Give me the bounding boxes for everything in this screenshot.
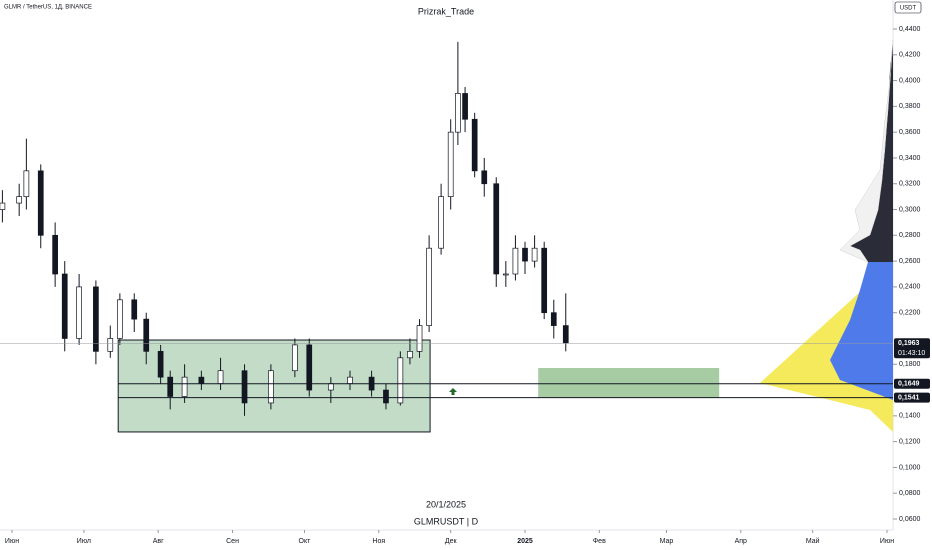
candle-body [167, 376, 174, 397]
y-tick-label: 0,1200 [899, 438, 921, 445]
chart-title: Prizrak_Trade [418, 6, 474, 16]
x-tick-label: Дек [445, 538, 458, 545]
candle-body [52, 234, 58, 275]
candle-body [327, 383, 334, 391]
candle-body [268, 370, 274, 404]
price-label: 0,1649 [898, 381, 920, 388]
x-tick-label: Июн [880, 538, 894, 545]
candle-body [481, 170, 488, 185]
y-tick-label: 0,4000 [899, 77, 921, 84]
candle-body [562, 325, 569, 344]
candle-body [531, 247, 538, 262]
y-tick-label: 0,4400 [899, 26, 921, 33]
x-tick-label: Май [806, 537, 820, 545]
candle-body [143, 318, 150, 352]
x-tick-label: Июл [77, 538, 91, 545]
candle-body [383, 389, 389, 404]
candle-body [241, 370, 248, 404]
candle-body [462, 93, 468, 120]
symbol: GLMR / TetherUS, 1Д, BINANCE [4, 5, 92, 11]
y-tick-label: 0,3200 [899, 181, 921, 188]
countdown: 01:43:10 [898, 350, 925, 357]
candle-body [407, 351, 413, 359]
candle-body [471, 118, 478, 172]
candle-body [493, 183, 500, 275]
zone-box [538, 368, 720, 399]
candle-body [93, 286, 99, 352]
x-tick-label: Мар [660, 538, 674, 545]
y-tick-label: 0,0800 [899, 490, 921, 497]
y-tick-label: 0,1000 [899, 464, 921, 471]
candle-body [455, 93, 461, 133]
candle-body [181, 376, 188, 397]
y-tick-label: 0,2800 [899, 232, 921, 239]
date-label: 20/1/2025 [426, 499, 466, 509]
y-tick-label: 0,2400 [899, 284, 921, 291]
candle-body [502, 273, 509, 276]
y-tick-label: 0,3000 [899, 206, 921, 213]
candle-body [157, 351, 164, 378]
zone-box [117, 339, 431, 433]
x-tick-label: Апр [735, 538, 747, 545]
volume-profile [760, 39, 894, 432]
candle-body [107, 338, 114, 352]
candle-body [16, 196, 23, 204]
candle-body [541, 247, 548, 314]
y-tick-label: 0,2200 [899, 310, 921, 317]
candle-body [522, 247, 528, 262]
candle-body [512, 247, 519, 275]
candle-body [198, 376, 205, 384]
candle-body [0, 202, 6, 210]
price-label-box [894, 378, 930, 389]
candle-body [416, 325, 423, 352]
y-tick-label: 0,2600 [899, 258, 921, 265]
candle-body [131, 299, 138, 320]
price-label: 0,1541 [898, 395, 920, 402]
x-tick-label: Сен [226, 538, 239, 545]
y-tick-label: 0,4200 [899, 52, 921, 59]
currency-box [894, 1, 922, 14]
candle-body [447, 131, 454, 197]
y-tick-label: 0,1400 [899, 413, 921, 420]
currency: USDT [900, 6, 917, 12]
y-tick-label: 0,3800 [899, 103, 921, 110]
x-tick-label: Авг [153, 538, 164, 545]
price-label-box [894, 392, 930, 403]
y-tick-label: 0,0600 [899, 516, 921, 523]
candle-body [292, 344, 298, 372]
x-tick-label: Июн [5, 538, 19, 545]
x-tick-label: 2025 [517, 538, 533, 545]
price-label: 0,1963 [898, 340, 920, 347]
y-tick-label: 0,3600 [899, 129, 921, 136]
candle-body [217, 370, 224, 384]
y-tick-label: 0,1800 [899, 361, 921, 368]
candle-body [438, 196, 444, 249]
candle-body [76, 286, 82, 339]
candle-body [397, 357, 404, 404]
arrow-up [449, 388, 457, 395]
candle-body [550, 312, 557, 326]
x-tick-label: Фев [593, 538, 606, 545]
price-label-box [894, 338, 930, 359]
footer: GLMRUSDT | D [414, 516, 479, 526]
candle-body [306, 344, 313, 391]
candle-body [23, 170, 30, 197]
candle-body [37, 170, 44, 236]
candle-body [117, 299, 123, 339]
candle-body [426, 247, 432, 326]
x-tick-label: Ноя [372, 538, 385, 545]
y-tick-label: 0,3400 [899, 155, 921, 162]
x-tick-label: Окт [299, 538, 312, 545]
candle-body [61, 273, 68, 339]
candle-body [347, 376, 353, 384]
